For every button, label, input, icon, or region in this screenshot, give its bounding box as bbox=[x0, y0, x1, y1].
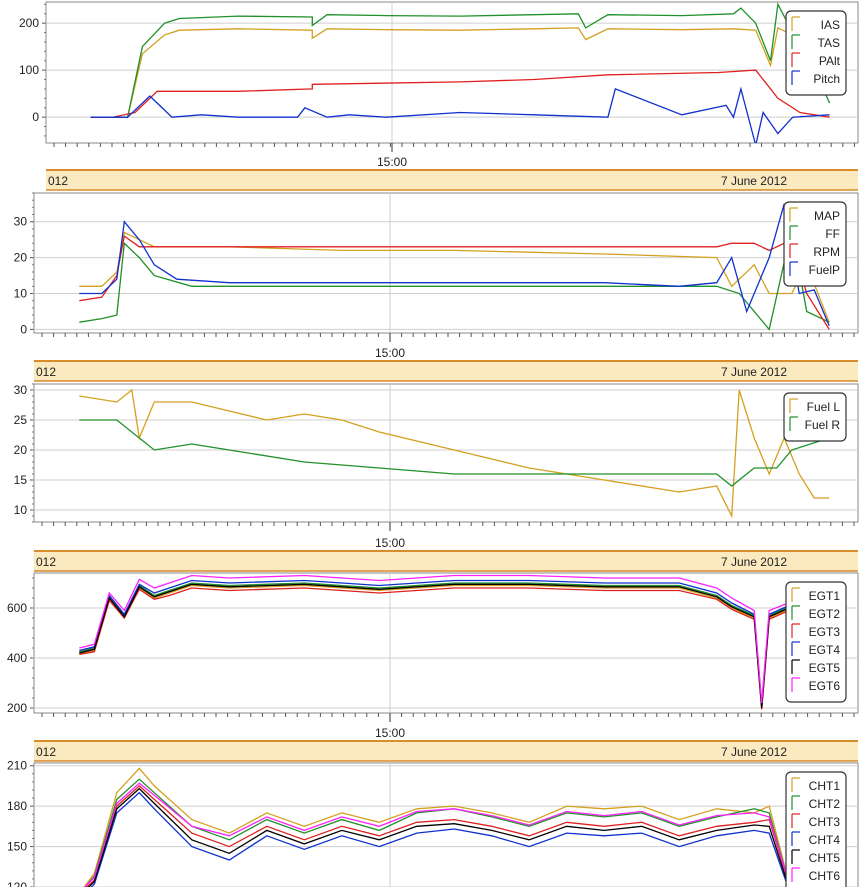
y-tick-label: 400 bbox=[7, 651, 27, 665]
date-band bbox=[34, 741, 858, 761]
chart-panel-3: 10 15 20 25 30 Fuel L Fuel R 15:00 012 7 June 201… bbox=[14, 383, 859, 572]
legend-label: CHT6 bbox=[809, 869, 841, 883]
date-band-right-label: 7 June 2012 bbox=[721, 174, 787, 188]
date-band-right-label: 7 June 2012 bbox=[721, 745, 787, 759]
legend-label: FuelP bbox=[809, 263, 840, 277]
legend-label: Pitch bbox=[813, 72, 840, 86]
chart-panel-1: 0 100 200 IAS TAS PAlt Pitch 15:00 012 7 June 201… bbox=[19, 1, 859, 191]
legend bbox=[785, 581, 847, 703]
series-line-fuel-r bbox=[79, 419, 830, 487]
legend bbox=[785, 10, 847, 96]
legend-label: CHT1 bbox=[809, 779, 841, 793]
series-line-cht5 bbox=[87, 787, 790, 887]
legend-label: TAS bbox=[818, 36, 840, 50]
date-band-right-label: 7 June 2012 bbox=[721, 555, 787, 569]
series-line-cht4 bbox=[90, 791, 789, 887]
series-line-cht3 bbox=[85, 785, 791, 887]
time-axis: 15:00 012 7 June 2012 bbox=[46, 143, 858, 191]
legend-label: CHT5 bbox=[809, 851, 841, 865]
y-tick-label: 30 bbox=[14, 215, 28, 229]
plot-area bbox=[33, 192, 859, 334]
legend bbox=[783, 201, 847, 287]
legend-label: CHT3 bbox=[809, 815, 841, 829]
series-line-ff bbox=[79, 228, 830, 331]
y-tick-label: 100 bbox=[19, 63, 39, 77]
series-line-fuelp bbox=[79, 203, 830, 327]
legend-label: EGT3 bbox=[809, 625, 841, 639]
y-tick-label: 600 bbox=[7, 601, 27, 615]
time-center-label: 15:00 bbox=[375, 536, 405, 550]
y-tick-label: 210 bbox=[7, 759, 27, 773]
legend-label: EGT1 bbox=[809, 589, 841, 603]
legend-label: MAP bbox=[814, 209, 840, 223]
legend-label: Fuel L bbox=[807, 400, 841, 414]
legend-label: CHT2 bbox=[809, 797, 841, 811]
y-tick-label: 30 bbox=[14, 383, 28, 397]
y-tick-label: 0 bbox=[32, 110, 39, 124]
chart-panel-2: 0 10 20 30 MAP FF RPM FuelP 15:00 012 7 June 2012 bbox=[14, 192, 859, 382]
series-line-ias bbox=[90, 26, 831, 118]
series-line-tas bbox=[90, 2, 831, 118]
time-center-label: 15:00 bbox=[377, 155, 407, 169]
y-tick-label: 120 bbox=[7, 880, 27, 887]
date-band bbox=[46, 170, 858, 190]
date-band-left-label: 012 bbox=[36, 365, 56, 379]
plot-area bbox=[33, 762, 859, 887]
y-tick-label: 0 bbox=[20, 322, 27, 336]
y-tick-label: 10 bbox=[14, 287, 28, 301]
date-band bbox=[34, 361, 858, 381]
y-tick-label: 180 bbox=[7, 799, 27, 813]
chart-panel-4: 200 400 600 EGT1 EGT2 EGT3 EGT4 EGT5 EGT6 15:00 01… bbox=[7, 572, 859, 762]
legend-label: EGT2 bbox=[809, 607, 841, 621]
series-line-pitch bbox=[90, 86, 830, 143]
y-tick-label: 20 bbox=[14, 443, 28, 457]
legend bbox=[783, 392, 847, 442]
legend-label: EGT6 bbox=[809, 679, 841, 693]
series-line-cht1 bbox=[83, 767, 791, 887]
series-line-palt bbox=[90, 69, 830, 118]
legend-label: PAlt bbox=[819, 54, 841, 68]
y-tick-label: 200 bbox=[7, 701, 27, 715]
plot-area bbox=[33, 383, 859, 523]
series-line-egt6 bbox=[79, 574, 830, 704]
date-band-right-label: 7 June 2012 bbox=[721, 365, 787, 379]
series-line-cht6 bbox=[83, 782, 791, 887]
legend-label: EGT4 bbox=[809, 643, 841, 657]
legend-label: IAS bbox=[821, 18, 840, 32]
y-tick-label: 150 bbox=[7, 840, 27, 854]
time-center-label: 15:00 bbox=[375, 726, 405, 740]
series-line-fuel-l bbox=[79, 388, 830, 519]
date-band-left-label: 012 bbox=[36, 745, 56, 759]
date-band-left-label: 012 bbox=[36, 555, 56, 569]
chart-panel-5: 120 150 180 210 CHT1 CHT2 CHT3 CHT4 CHT5 CHT6 bbox=[7, 759, 859, 887]
legend-label: RPM bbox=[813, 245, 840, 259]
time-axis: 15:00 012 7 June 2012 bbox=[34, 333, 858, 382]
y-tick-label: 200 bbox=[19, 16, 39, 30]
legend-label: FF bbox=[825, 227, 840, 241]
legend-label: Fuel R bbox=[805, 418, 841, 432]
legend-label: CHT4 bbox=[809, 833, 841, 847]
y-tick-label: 15 bbox=[14, 473, 28, 487]
y-tick-label: 25 bbox=[14, 413, 28, 427]
date-band-left-label: 012 bbox=[48, 174, 68, 188]
date-band bbox=[34, 551, 858, 571]
time-center-label: 15:00 bbox=[375, 346, 405, 360]
time-axis: 15:00 012 7 June 2012 bbox=[34, 522, 858, 572]
y-tick-label: 10 bbox=[14, 503, 28, 517]
time-axis: 15:00 012 7 June 2012 bbox=[34, 713, 858, 762]
y-tick-label: 20 bbox=[14, 251, 28, 265]
legend-label: EGT5 bbox=[809, 661, 841, 675]
legend bbox=[785, 771, 847, 887]
